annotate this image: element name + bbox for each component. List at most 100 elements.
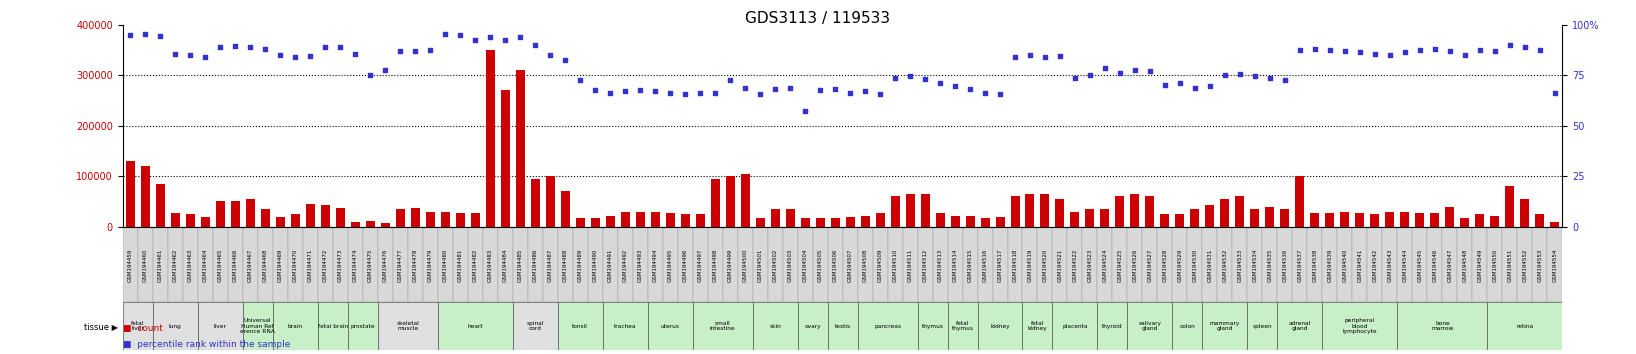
Point: [342, 51, 368, 57]
Bar: [213, 228, 227, 302]
Text: GSM194544: GSM194544: [1402, 249, 1407, 282]
Bar: [453, 228, 468, 302]
Text: GSM194479: GSM194479: [427, 249, 432, 282]
Bar: [798, 228, 813, 302]
Bar: [1551, 222, 1559, 227]
Text: GSM194514: GSM194514: [952, 249, 957, 282]
Bar: [1472, 228, 1487, 302]
Bar: [317, 302, 347, 350]
Text: GSM194489: GSM194489: [578, 249, 582, 282]
Text: GSM194552: GSM194552: [1523, 249, 1528, 282]
Bar: [1098, 228, 1112, 302]
Point: [1271, 78, 1297, 83]
Point: [1047, 53, 1073, 59]
Text: GSM194467: GSM194467: [247, 249, 252, 282]
Point: [1076, 73, 1103, 78]
Bar: [152, 228, 167, 302]
Bar: [1220, 199, 1229, 227]
Bar: [1142, 228, 1157, 302]
Bar: [1322, 228, 1337, 302]
Text: brain: brain: [288, 324, 303, 329]
Text: testis: testis: [834, 324, 851, 329]
Text: liver: liver: [214, 324, 227, 329]
Point: [208, 45, 234, 50]
Point: [777, 85, 803, 91]
Bar: [1160, 214, 1170, 227]
Point: [1512, 45, 1538, 50]
Text: GSM194546: GSM194546: [1433, 249, 1438, 282]
Point: [1361, 51, 1387, 57]
Bar: [1355, 212, 1364, 227]
Bar: [723, 228, 738, 302]
Bar: [1011, 196, 1019, 227]
Bar: [1535, 214, 1544, 227]
Bar: [1353, 228, 1368, 302]
Bar: [1026, 194, 1034, 227]
Text: GSM194543: GSM194543: [1387, 249, 1392, 282]
Point: [1198, 84, 1224, 89]
Bar: [1502, 228, 1517, 302]
Text: GSM194504: GSM194504: [803, 249, 808, 282]
Bar: [947, 228, 962, 302]
Bar: [1322, 302, 1397, 350]
Bar: [1487, 228, 1502, 302]
Bar: [1265, 206, 1274, 227]
Point: [522, 42, 548, 48]
Text: GSM194507: GSM194507: [847, 249, 852, 282]
Text: GSM194527: GSM194527: [1147, 249, 1152, 282]
Bar: [152, 302, 198, 350]
Bar: [887, 228, 903, 302]
Bar: [183, 228, 198, 302]
Point: [1062, 75, 1088, 80]
Point: [1032, 55, 1058, 60]
Bar: [1400, 212, 1409, 227]
Text: retina: retina: [1517, 324, 1533, 329]
Text: GSM194462: GSM194462: [173, 249, 178, 282]
Bar: [861, 216, 870, 227]
Bar: [486, 50, 494, 227]
Bar: [741, 174, 749, 227]
Bar: [227, 228, 242, 302]
Bar: [1112, 228, 1127, 302]
Text: GSM194512: GSM194512: [923, 249, 928, 282]
Text: pancreas: pancreas: [874, 324, 901, 329]
Text: mammary
gland: mammary gland: [1209, 321, 1240, 331]
Bar: [1235, 196, 1245, 227]
Bar: [620, 212, 630, 227]
Point: [1332, 48, 1358, 54]
Text: placenta: placenta: [1062, 324, 1088, 329]
Bar: [1116, 196, 1124, 227]
Text: GSM194493: GSM194493: [638, 249, 643, 282]
Point: [731, 85, 757, 91]
Point: [612, 88, 638, 94]
Bar: [185, 214, 195, 227]
Point: [838, 90, 864, 96]
Bar: [347, 302, 378, 350]
Bar: [933, 228, 947, 302]
Bar: [1325, 212, 1335, 227]
Bar: [663, 228, 677, 302]
Bar: [1430, 212, 1440, 227]
Point: [147, 33, 173, 39]
Bar: [1173, 228, 1188, 302]
Point: [1317, 47, 1343, 53]
Point: [867, 92, 893, 97]
Text: GSM194520: GSM194520: [1042, 249, 1047, 282]
Bar: [1310, 212, 1319, 227]
Point: [1497, 42, 1523, 48]
Bar: [651, 212, 659, 227]
Bar: [515, 70, 525, 227]
Text: GSM194529: GSM194529: [1178, 249, 1183, 282]
Text: GSM194516: GSM194516: [983, 249, 988, 282]
Text: GSM194541: GSM194541: [1358, 249, 1363, 282]
Text: GSM194500: GSM194500: [743, 249, 748, 282]
Text: GSM194554: GSM194554: [1553, 249, 1557, 282]
Text: GSM194548: GSM194548: [1463, 249, 1467, 282]
Bar: [363, 228, 378, 302]
Text: GSM194515: GSM194515: [967, 249, 972, 282]
Text: GSM194478: GSM194478: [412, 249, 417, 282]
Bar: [497, 228, 512, 302]
Point: [252, 46, 278, 52]
Bar: [602, 228, 617, 302]
Point: [1526, 47, 1553, 53]
